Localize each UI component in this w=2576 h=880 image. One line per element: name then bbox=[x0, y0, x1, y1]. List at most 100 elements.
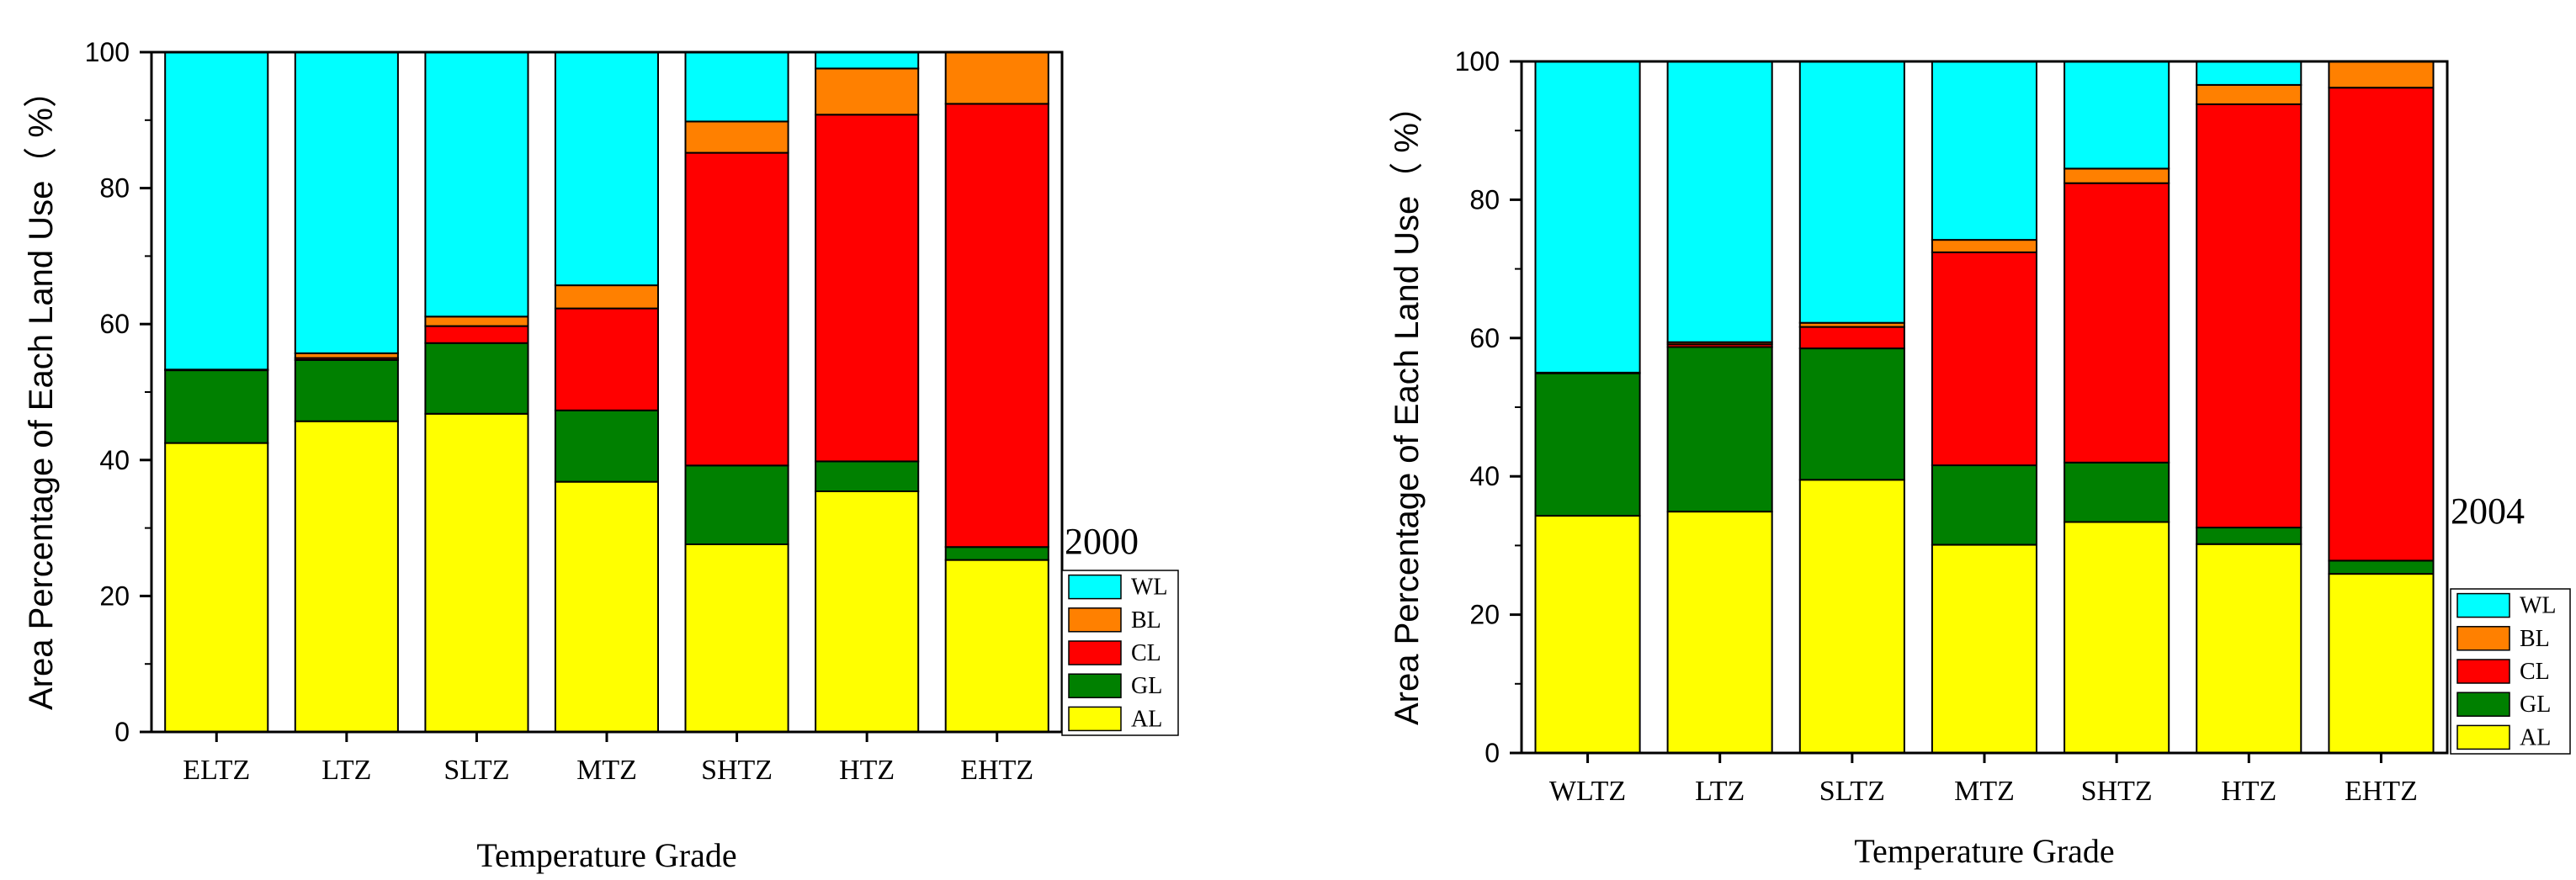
legend-swatch-bl bbox=[1068, 607, 1122, 633]
x-tick-label: EHTZ bbox=[2345, 776, 2418, 807]
bar-segment-gl-htz bbox=[2196, 527, 2302, 545]
bar-segment-cl-ehtz bbox=[2328, 87, 2435, 562]
bar-segment-gl-mtz bbox=[1931, 464, 2037, 546]
x-tick-label: SHTZ bbox=[701, 755, 773, 786]
bar-segment-cl-mtz bbox=[554, 307, 660, 411]
legend-swatch-wl bbox=[2456, 592, 2510, 618]
legend-label-bl: BL bbox=[1131, 607, 1161, 633]
bar-segment-cl-ehtz bbox=[944, 103, 1049, 549]
x-axis-label: Temperature Grade bbox=[1854, 832, 2114, 870]
x-tick-label: SHTZ bbox=[2081, 776, 2153, 807]
bar-segment-cl-htz bbox=[2196, 103, 2302, 529]
bar-segment-al-sltz bbox=[1798, 479, 1905, 754]
legend-swatch-wl bbox=[1068, 574, 1122, 600]
bar-segment-bl-sltz bbox=[424, 315, 529, 327]
y-tick-label: 60 bbox=[1469, 323, 1500, 353]
chart-title: 2004 bbox=[2451, 490, 2525, 532]
bar-segment-gl-ltz bbox=[294, 359, 399, 422]
legend: WL BL CL GL AL bbox=[2450, 588, 2571, 755]
y-tick-label: 80 bbox=[99, 173, 130, 204]
legend: WL BL CL GL AL bbox=[1061, 570, 1179, 736]
bar-segment-al-shtz bbox=[684, 543, 789, 733]
y-axis-label: Area Percentage of Each Land Use（ %） bbox=[23, 74, 60, 710]
bar-segment-gl-wltz bbox=[1534, 372, 1641, 517]
legend-swatch-bl bbox=[2456, 626, 2510, 651]
bar-segment-gl-mtz bbox=[554, 409, 660, 483]
legend-swatch-cl bbox=[2456, 659, 2510, 684]
bar-segment-bl-ehtz bbox=[944, 51, 1049, 105]
legend-label-gl: GL bbox=[2520, 692, 2551, 718]
x-axis-label: Temperature Grade bbox=[476, 836, 736, 874]
chart-title: 2000 bbox=[1065, 521, 1139, 562]
bar-segment-wl-htz bbox=[815, 51, 920, 70]
bar-segment-gl-sltz bbox=[424, 342, 529, 415]
y-tick-label: 100 bbox=[1455, 46, 1500, 77]
x-tick-label: SLTZ bbox=[1819, 776, 1885, 807]
bar-segment-al-sltz bbox=[424, 412, 529, 733]
bar-segment-al-ehtz bbox=[944, 559, 1049, 733]
y-axis-ticks: 0 20 40 60 80 100 bbox=[1455, 46, 1522, 768]
legend-label-gl: GL bbox=[1131, 673, 1162, 699]
bar-segment-cl-shtz bbox=[684, 151, 789, 467]
bar-segment-bl-mtz bbox=[1931, 239, 2037, 253]
bar-segment-cl-sltz bbox=[1798, 326, 1905, 350]
bar-segment-wl-mtz bbox=[1931, 61, 2037, 241]
bar-segment-wl-eltz bbox=[164, 51, 269, 371]
y-tick-label: 20 bbox=[99, 580, 130, 611]
bar-segment-wl-wltz bbox=[1534, 61, 1641, 374]
y-tick-label: 100 bbox=[85, 37, 130, 67]
bar-segment-wl-sltz bbox=[424, 51, 529, 318]
legend-swatch-al bbox=[2456, 724, 2510, 750]
bars-2000 bbox=[164, 51, 1049, 733]
y-axis-label: Area Percentage of Each Land Use（ %） bbox=[1389, 89, 1426, 725]
bar-segment-cl-sltz bbox=[424, 325, 529, 344]
y-tick-label: 60 bbox=[99, 309, 130, 339]
bar-segment-cl-mtz bbox=[1931, 251, 2037, 467]
bar-segment-gl-htz bbox=[815, 460, 920, 493]
bar-segment-al-ehtz bbox=[2328, 573, 2435, 754]
x-tick-label: EHTZ bbox=[960, 755, 1033, 786]
x-tick-label: SLTZ bbox=[443, 755, 509, 786]
bar-segment-bl-ehtz bbox=[2328, 61, 2435, 89]
x-tick-label: MTZ bbox=[1954, 776, 2015, 807]
x-tick-label: LTZ bbox=[1695, 776, 1745, 807]
legend-label-cl: CL bbox=[1131, 640, 1161, 666]
bar-segment-al-ltz bbox=[1666, 511, 1773, 754]
bar-segment-bl-htz bbox=[2196, 83, 2302, 105]
bar-segment-gl-sltz bbox=[1798, 347, 1905, 481]
legend-swatch-cl bbox=[1068, 640, 1122, 665]
legend-label-cl: CL bbox=[2520, 659, 2550, 685]
legend-label-bl: BL bbox=[2520, 626, 2550, 652]
y-tick-label: 20 bbox=[1469, 600, 1500, 630]
legend-label-al: AL bbox=[2520, 724, 2551, 750]
y-axis-ticks: 0 20 40 60 80 100 bbox=[85, 37, 151, 747]
bar-segment-al-ltz bbox=[294, 420, 399, 733]
y-tick-label: 40 bbox=[99, 445, 130, 475]
bar-segment-wl-mtz bbox=[554, 51, 660, 287]
legend-swatch-gl bbox=[1068, 673, 1122, 698]
bar-segment-wl-shtz bbox=[684, 51, 789, 123]
y-tick-label: 0 bbox=[114, 717, 130, 747]
bar-segment-wl-htz bbox=[2196, 61, 2302, 86]
y-tick-label: 40 bbox=[1469, 461, 1500, 491]
bar-segment-bl-htz bbox=[815, 67, 920, 116]
bar-segment-wl-ltz bbox=[294, 51, 399, 354]
legend-label-al: AL bbox=[1131, 706, 1162, 732]
x-tick-label: MTZ bbox=[576, 755, 637, 786]
bar-segment-gl-shtz bbox=[2063, 461, 2170, 523]
x-tick-label: ELTZ bbox=[183, 755, 250, 786]
bar-segment-bl-mtz bbox=[554, 284, 660, 310]
bar-segment-bl-shtz bbox=[2063, 167, 2170, 184]
x-tick-label: HTZ bbox=[2221, 776, 2276, 807]
chart-2004: 0 20 40 60 80 100 WLTZ LTZ SLTZ MTZ SHTZ HTZ EHTZ A… bbox=[1389, 46, 2571, 870]
x-tick-label: WLTZ bbox=[1549, 776, 1626, 807]
x-axis-ticks: WLTZ LTZ SLTZ MTZ SHTZ HTZ EHTZ bbox=[1549, 753, 2418, 807]
chart-2000: 0 20 40 60 80 100 ELTZ LTZ SLTZ MTZ SHTZ HTZ EHTZ A… bbox=[23, 37, 1179, 874]
x-tick-label: HTZ bbox=[839, 755, 895, 786]
bar-segment-wl-shtz bbox=[2063, 61, 2170, 170]
bar-segment-al-shtz bbox=[2063, 521, 2170, 754]
bar-segment-al-eltz bbox=[164, 442, 269, 733]
bar-segment-cl-shtz bbox=[2063, 182, 2170, 464]
bar-segment-wl-ltz bbox=[1666, 61, 1773, 343]
